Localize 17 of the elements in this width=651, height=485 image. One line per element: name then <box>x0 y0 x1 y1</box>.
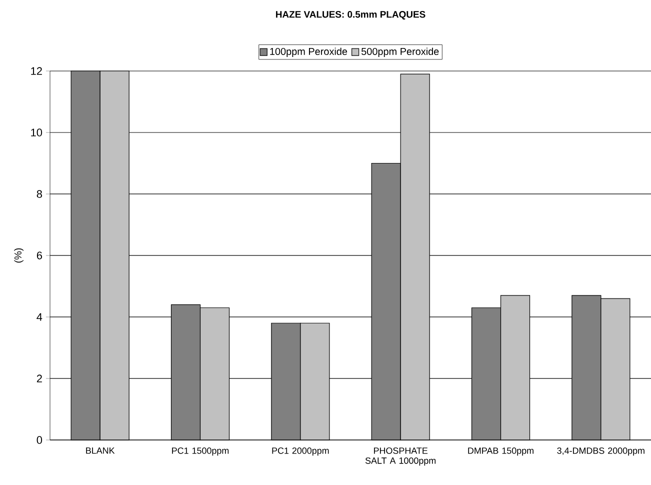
x-tick-label: PC1 2000ppm <box>272 448 329 456</box>
legend-label: 100ppm Peroxide <box>270 48 348 57</box>
y-axis-title: (%) <box>14 248 24 263</box>
x-tick-label: DMPAB 150ppm <box>468 448 534 456</box>
y-tick-label: 8 <box>36 190 42 198</box>
y-tick-label: 10 <box>31 128 42 136</box>
x-tick-label: 3,4-DMDBS 2000ppm <box>557 448 644 456</box>
x-tick-label: PC1 1500ppm <box>172 448 229 456</box>
y-tick-label: 2 <box>36 374 42 382</box>
y-tick-label: 4 <box>36 313 42 321</box>
chart-title: HAZE VALUES: 0.5mm PLAQUES <box>276 11 426 20</box>
x-tick-label: BLANK <box>86 448 115 454</box>
legend-label: 500ppm Peroxide <box>362 48 439 57</box>
y-tick-label: 0 <box>36 436 42 444</box>
y-tick-label: 6 <box>36 252 42 260</box>
x-tick-label: PHOSPHATE SALT A 1000ppm <box>365 448 436 466</box>
y-tick-label: 12 <box>31 67 42 75</box>
